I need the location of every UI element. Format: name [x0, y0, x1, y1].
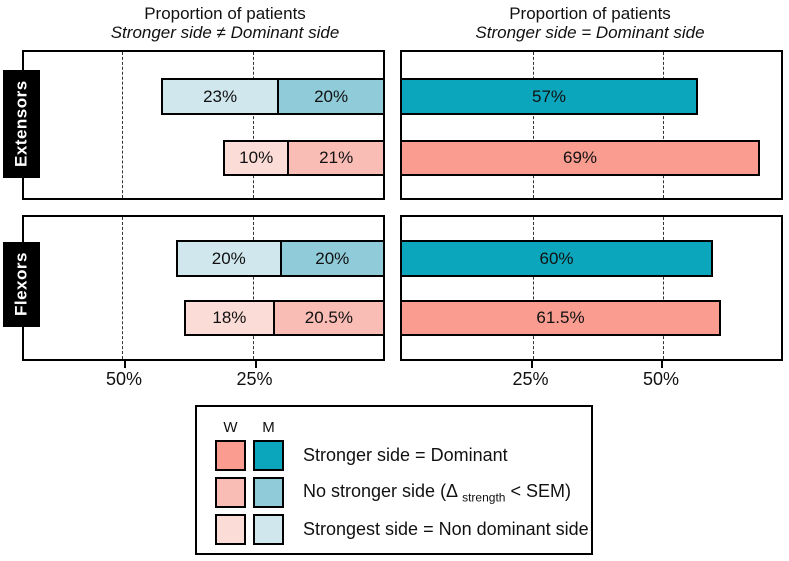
segment-dominant: 69%	[402, 142, 758, 174]
bar-flexors-w: 61.5%	[400, 300, 721, 336]
segment-no_stronger: 20.5%	[272, 302, 383, 334]
legend: W M Stronger side = Dominant No stronger …	[195, 405, 593, 555]
bar-flexors-w: 18% 20.5%	[184, 300, 385, 336]
gridline-25pct	[252, 217, 254, 359]
legend-label-strongest_nondominant: Strongest side = Non dominant side	[303, 519, 589, 539]
left-panel-title-line2: Stronger side ≠ Dominant side	[110, 23, 340, 42]
segment-value-label: 23%	[203, 86, 238, 106]
segment-value-label: 18%	[212, 308, 247, 327]
legend-swatch-m-dominant	[253, 440, 284, 471]
segment-strongest_nondominant: 10%	[225, 142, 288, 174]
panel-flexors-nondominant: 20% 20% 18% 20.5%	[22, 215, 385, 361]
right-panel-title-line1: Proportion of patients	[509, 4, 671, 23]
panel-extensors-dominant: 57% 69%	[400, 50, 783, 200]
legend-swatch-w-no_stronger	[215, 477, 246, 508]
segment-value-label: 20%	[314, 86, 349, 106]
panel-extensors-nondominant: 23% 20% 10% 21%	[22, 50, 385, 200]
bar-extensors-w: 69%	[400, 140, 760, 176]
segment-value-label: 57%	[531, 86, 567, 106]
legend-header-w: W	[223, 419, 238, 436]
legend-label-no_stronger: No stronger side (Δ strength < SEM)	[303, 480, 571, 505]
right-panel-title: Proportion of patients Stronger side = D…	[405, 4, 775, 42]
left-x-axis: 50% 25%	[22, 361, 385, 395]
bar-flexors-m: 20% 20%	[176, 240, 385, 277]
segment-dominant: 61.5%	[402, 302, 719, 334]
gridline-25pct	[532, 217, 534, 359]
gridline-25pct	[532, 52, 534, 198]
segment-dominant: 60%	[402, 242, 711, 275]
legend-swatch-m-strongest_nondominant	[253, 514, 284, 545]
segment-no_stronger: 21%	[287, 142, 383, 174]
segment-value-label: 60%	[539, 248, 574, 268]
segment-strongest_nondominant: 23%	[163, 80, 278, 113]
segment-value-label: 69%	[562, 148, 598, 167]
segment-strongest_nondominant: 20%	[178, 242, 280, 275]
gridline-25pct	[252, 52, 254, 198]
segment-dominant: 57%	[402, 80, 696, 113]
axis-tick-label-25pct: 25%	[236, 369, 273, 389]
segment-value-label: 61.5%	[536, 308, 585, 327]
left-panel-title-line1: Proportion of patients	[144, 4, 306, 23]
row-label-flexors: Flexors	[3, 242, 40, 327]
segment-no_stronger: 20%	[277, 80, 383, 113]
legend-swatch-m-no_stronger	[253, 477, 284, 508]
axis-tick-label-50pct: 50%	[105, 369, 143, 389]
segment-value-label: 21%	[319, 148, 354, 167]
segment-no_stronger: 20%	[279, 242, 383, 275]
legend-header-m: M	[262, 419, 275, 436]
segment-value-label: 20.5%	[304, 308, 353, 327]
axis-tick-50pct	[661, 361, 663, 368]
segment-value-label: 10%	[239, 148, 274, 167]
segment-value-label: 20%	[211, 248, 246, 268]
gridline-50pct	[663, 52, 664, 198]
gridline-50pct	[122, 217, 123, 359]
row-label-extensors: Extensors	[3, 70, 40, 178]
axis-tick-label-25pct: 25%	[512, 369, 549, 389]
panel-flexors-dominant: 60% 61.5%	[400, 215, 783, 361]
legend-label-dominant: Stronger side = Dominant	[303, 445, 508, 465]
legend-swatch-w-strongest_nondominant	[215, 514, 246, 545]
axis-tick-25pct	[530, 361, 533, 368]
bar-extensors-w: 10% 21%	[223, 140, 385, 176]
bar-extensors-m: 23% 20%	[161, 78, 385, 115]
legend-rows: Stronger side = Dominant No stronger side…	[215, 440, 591, 545]
legend-row-strongest_nondominant: Strongest side = Non dominant side	[215, 514, 591, 545]
legend-column-headers: W M	[215, 419, 591, 436]
gridline-50pct	[663, 217, 664, 359]
axis-tick-50pct	[124, 361, 126, 368]
legend-row-no_stronger: No stronger side (Δ strength < SEM)	[215, 477, 591, 508]
axis-tick-label-50pct: 50%	[642, 369, 680, 389]
bar-extensors-m: 57%	[400, 78, 698, 115]
right-x-axis: 25% 50%	[400, 361, 783, 395]
bar-flexors-m: 60%	[400, 240, 713, 277]
legend-swatch-w-dominant	[215, 440, 246, 471]
gridline-50pct	[122, 52, 123, 198]
segment-value-label: 20%	[315, 248, 350, 268]
right-panel-title-line2: Stronger side = Dominant side	[475, 23, 705, 42]
legend-row-dominant: Stronger side = Dominant	[215, 440, 591, 471]
segment-strongest_nondominant: 18%	[186, 302, 273, 334]
axis-tick-25pct	[254, 361, 257, 368]
left-panel-title: Proportion of patients Stronger side ≠ D…	[30, 4, 420, 42]
